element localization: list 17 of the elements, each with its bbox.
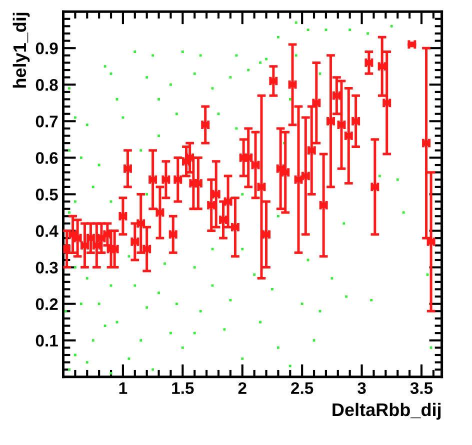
- x-tick-label: 1.5: [172, 382, 194, 394]
- x-tick-label: 1: [119, 382, 128, 394]
- x-tick-label: 2: [238, 382, 246, 394]
- y-tick-label: 0.1: [36, 334, 58, 347]
- y-axis-title: hely1_dij: [12, 12, 30, 88]
- x-tick-label: 2.5: [291, 382, 314, 394]
- y-tick-label: 0.6: [36, 152, 58, 164]
- y-tick-label: 0.3: [36, 262, 58, 274]
- y-tick-label: 0.5: [36, 188, 58, 200]
- y-tick-label: 0.2: [36, 298, 58, 310]
- y-tick-label: 0.4: [36, 225, 58, 237]
- x-tick-label: 3: [358, 382, 366, 394]
- x-axis-title: DeltaRbb_dij: [332, 402, 441, 420]
- y-tick-label: 0.8: [36, 79, 58, 91]
- y-tick-label: 0.7: [36, 116, 58, 128]
- y-tick-label: 0.9: [36, 42, 58, 54]
- x-tick-label: 3.5: [410, 382, 433, 394]
